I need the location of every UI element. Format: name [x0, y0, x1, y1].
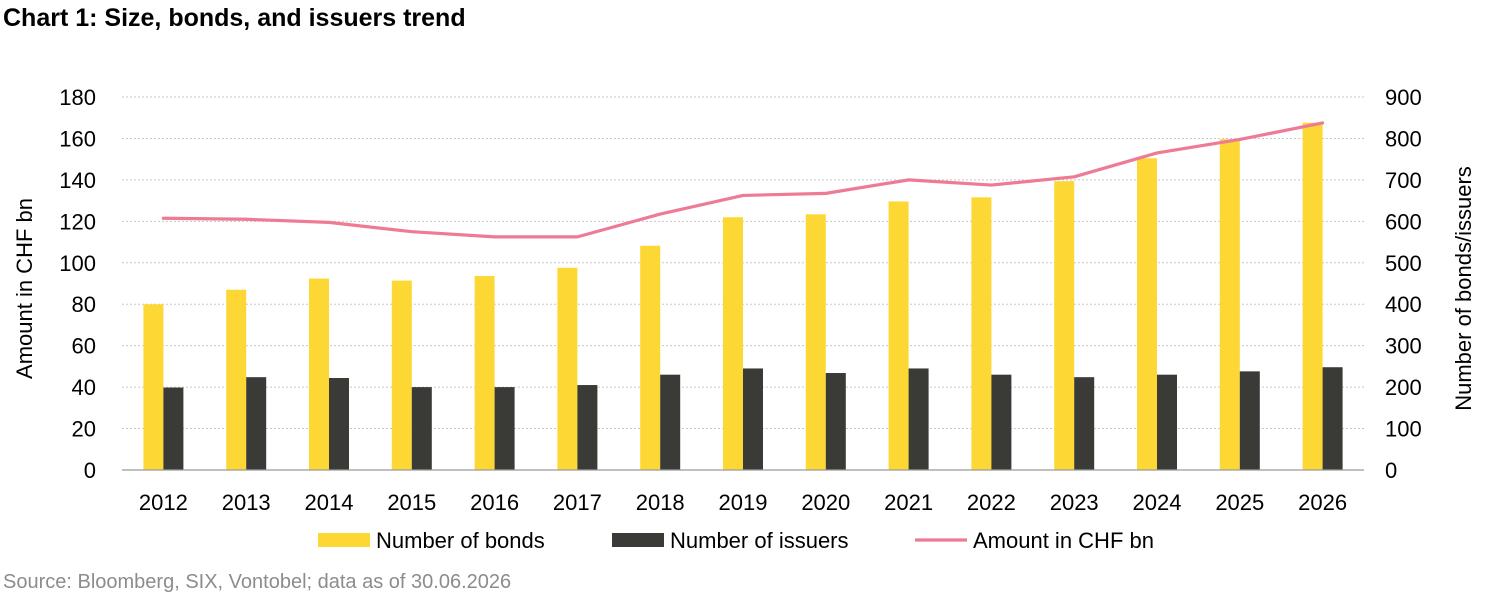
y-tick-label: 160 [59, 126, 96, 151]
y2-tick-label: 700 [1385, 168, 1422, 193]
y-tick-label: 0 [84, 458, 96, 483]
legend-label: Number of bonds [376, 528, 545, 553]
bar-number-of-bonds [888, 201, 909, 470]
y2-tick-label: 200 [1385, 375, 1422, 400]
bar-number-of-bonds [557, 267, 578, 470]
bar-number-of-issuers [411, 387, 432, 470]
legend-swatch [318, 533, 370, 547]
bar-number-of-issuers [163, 387, 184, 470]
bar-number-of-bonds [1302, 122, 1323, 470]
bar-number-of-issuers [1157, 374, 1177, 470]
bar-number-of-issuers [825, 373, 846, 470]
bar-number-of-issuers [908, 368, 929, 470]
bar-number-of-bonds [1219, 139, 1240, 471]
bar-number-of-bonds [805, 214, 826, 470]
bar-number-of-bonds [474, 276, 495, 470]
bar-number-of-issuers [660, 374, 681, 470]
bar-number-of-bonds [723, 217, 743, 470]
bar-number-of-bonds [1137, 158, 1157, 471]
y-tick-label: 120 [59, 209, 96, 234]
y2-tick-label: 800 [1385, 126, 1422, 151]
x-tick-label: 2019 [719, 490, 768, 515]
y-tick-label: 100 [59, 251, 96, 276]
axes: 0 20 40 60 80 100 120 140 160 180 0 100 200 300 400 500… [12, 85, 1476, 515]
bar-number-of-bonds [309, 278, 329, 470]
bar-number-of-issuers [1322, 367, 1343, 470]
bar-number-of-issuers [1239, 371, 1260, 470]
x-tick-label: 2025 [1215, 490, 1264, 515]
x-tick-label: 2022 [967, 490, 1016, 515]
x-tick-label: 2024 [1133, 490, 1182, 515]
x-tick-label: 2021 [884, 490, 933, 515]
x-tick-label: 2012 [139, 490, 188, 515]
x-tick-label: 2020 [801, 490, 850, 515]
bar-number-of-issuers [246, 377, 267, 470]
legend-label: Amount in CHF bn [973, 528, 1154, 553]
y-tick-label: 180 [59, 85, 96, 110]
x-tick-label: 2018 [636, 490, 685, 515]
line-series [161, 121, 1325, 239]
y2-axis-title: Number of bonds/issuers [1451, 166, 1476, 411]
y-tick-label: 80 [72, 292, 96, 317]
bar-number-of-issuers [329, 377, 349, 470]
bar-number-of-bonds [391, 280, 412, 470]
x-tick-label: 2014 [305, 490, 354, 515]
legend-swatch [612, 533, 664, 547]
y2-tick-label: 900 [1385, 85, 1422, 110]
bar-number-of-bonds [143, 304, 164, 470]
bar-number-of-bonds [1054, 181, 1075, 471]
y-tick-label: 140 [59, 168, 96, 193]
y2-tick-label: 400 [1385, 292, 1422, 317]
x-tick-label: 2016 [470, 490, 519, 515]
y2-tick-label: 500 [1385, 251, 1422, 276]
legend: Number of bonds Number of issuers Amount i… [318, 528, 1154, 553]
y2-tick-label: 0 [1385, 458, 1397, 483]
y-tick-label: 20 [72, 417, 96, 442]
x-tick-label: 2013 [222, 490, 271, 515]
x-tick-label: 2017 [553, 490, 602, 515]
chart-title: Chart 1: Size, bonds, and issuers trend [3, 4, 466, 32]
bar-number-of-bonds [640, 245, 661, 470]
y2-tick-label: 600 [1385, 209, 1422, 234]
bar-number-of-issuers [1074, 377, 1095, 470]
bar-number-of-bonds [226, 289, 247, 470]
x-tick-label: 2023 [1050, 490, 1099, 515]
bar-number-of-bonds [971, 197, 992, 470]
bar-number-of-issuers [991, 374, 1012, 470]
line-amount-in-chf-bn [161, 121, 1325, 239]
bar-number-of-issuers [494, 387, 515, 470]
x-tick-label: 2026 [1298, 490, 1347, 515]
y-axis-title: Amount in CHF bn [12, 198, 37, 379]
y2-tick-label: 100 [1385, 417, 1422, 442]
source-note: Source: Bloomberg, SIX, Vontobel; data a… [3, 571, 512, 593]
bar-number-of-issuers [577, 385, 598, 470]
legend-label: Number of issuers [670, 528, 849, 553]
y2-tick-label: 300 [1385, 334, 1422, 359]
bar-number-of-issuers [743, 368, 763, 470]
bars [143, 122, 1343, 471]
y-tick-label: 40 [72, 375, 96, 400]
y-tick-label: 60 [72, 334, 96, 359]
x-tick-label: 2015 [387, 490, 436, 515]
